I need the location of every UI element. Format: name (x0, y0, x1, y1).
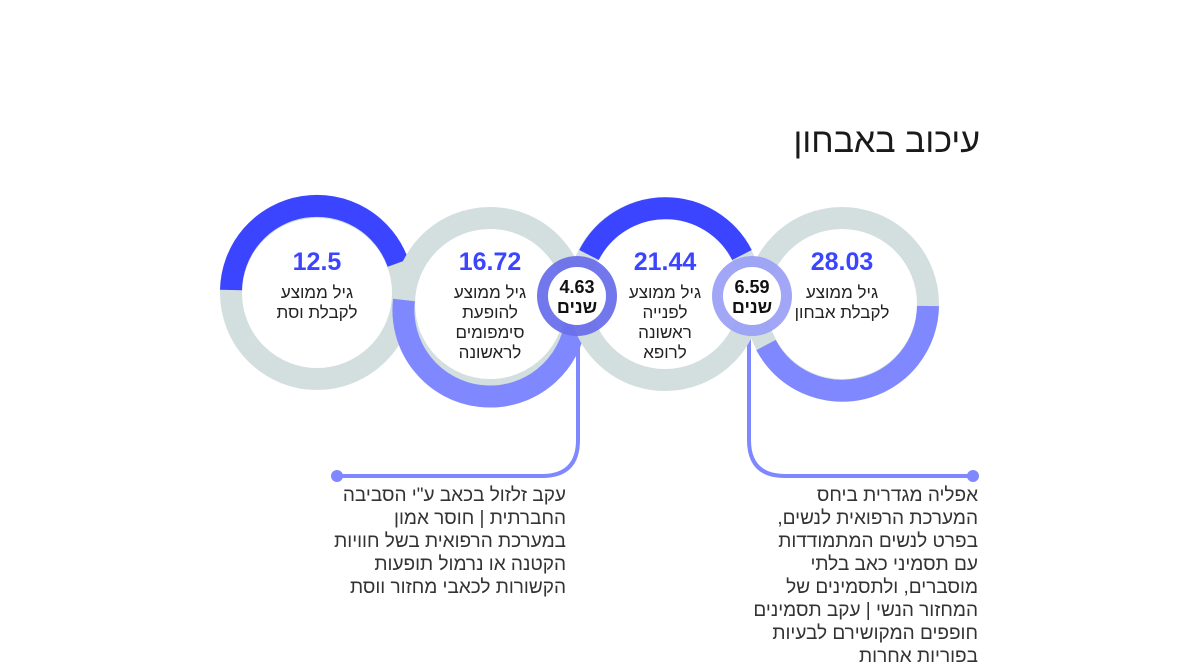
gap-value: 6.59 (734, 277, 770, 297)
gap-unit: שנים (556, 297, 598, 317)
gap-badge-1: 4.63 שנים (542, 277, 612, 317)
circle-value: 12.5 (292, 248, 342, 276)
connector-dot-left (331, 470, 343, 482)
connector-line-right (747, 330, 973, 478)
circle-value: 16.72 (458, 248, 522, 276)
circle-label: גיל ממוצע לפנייה ראשונה לרופא (628, 283, 702, 362)
circle-value: 28.03 (810, 248, 874, 276)
page-title: עיכוב באבחון (793, 122, 980, 160)
circle-1-text: 12.5 גיל ממוצע לקבלת וסת (257, 248, 377, 323)
gap-unit: שנים (731, 297, 773, 317)
circle-3-text: 21.44 גיל ממוצע לפנייה ראשונה לרופא (605, 248, 725, 363)
description-left: עקב זלזול בכאב ע"י הסביבה החברתית | חוסר… (334, 485, 566, 598)
gap-badge-2-shape (712, 256, 792, 336)
connector-dot-right (967, 470, 979, 482)
ring-4 (745, 207, 939, 402)
gap-value: 4.63 (559, 277, 595, 297)
circle-label: גיל ממוצע לקבלת אבחון (794, 283, 890, 322)
gap-badge-1-shape (537, 256, 617, 336)
ring-1 (220, 194, 414, 390)
circle-label: גיל ממוצע לקבלת וסת (276, 283, 358, 322)
circle-2-text: 16.72 גיל ממוצע להופעת סימפומים לראשונה (430, 248, 550, 363)
circle-label: גיל ממוצע להופעת סימפומים לראשונה (453, 283, 527, 362)
diagram-graphics (220, 194, 979, 482)
gap-badge-2: 6.59 שנים (717, 277, 787, 317)
description-right: אפליה מגדרית ביחס המערכת הרפואית לנשים, … (753, 485, 978, 667)
connector-line-left (337, 330, 580, 478)
circle-4-text: 28.03 גיל ממוצע לקבלת אבחון (782, 248, 902, 323)
circle-value: 21.44 (633, 248, 697, 276)
ring-2 (392, 207, 587, 408)
